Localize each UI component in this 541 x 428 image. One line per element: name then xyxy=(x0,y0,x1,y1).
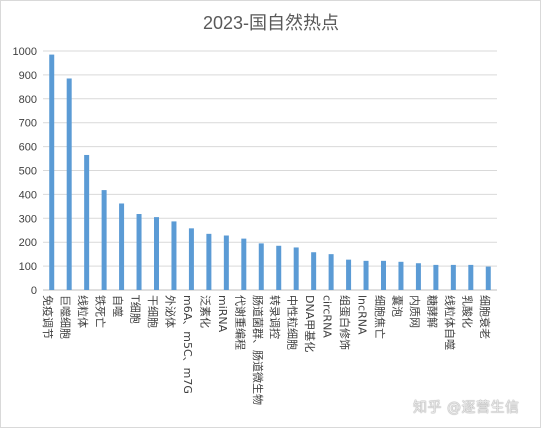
x-tick-label: 铁死亡 xyxy=(94,295,108,328)
x-tick-label: 糖酵解 xyxy=(425,295,439,328)
x-tick-label: 代谢重编程 xyxy=(233,295,247,350)
chart-title: 2023-国自然热点 xyxy=(203,13,339,33)
x-tick-label: 组蛋白修饰 xyxy=(338,295,352,350)
bar xyxy=(328,254,334,290)
y-tick-label: 300 xyxy=(19,213,37,225)
x-tick-label: T细胞 xyxy=(129,294,142,324)
bar xyxy=(171,221,177,290)
bar xyxy=(363,260,369,290)
x-tick-label: 巨噬细胞 xyxy=(59,295,73,339)
x-tick-label: 细胞衰老 xyxy=(478,295,492,339)
x-tick-label: 转录调控 xyxy=(268,295,282,339)
bar xyxy=(450,264,456,290)
bar xyxy=(84,154,90,290)
x-tick-label: 线粒体 xyxy=(76,295,90,328)
bar xyxy=(485,266,491,290)
x-tick-label: 囊泡 xyxy=(390,295,404,317)
bar xyxy=(293,247,299,290)
bar xyxy=(206,233,212,290)
bar xyxy=(223,235,229,290)
x-tick-label: 泛素化 xyxy=(198,295,212,328)
x-axis-ticks: 免疫调节 巨噬细胞 线粒体 铁死亡 自噬 T细胞 干细胞 外泌体 m6A、m5C、m7G 泛素化 m… xyxy=(41,294,492,405)
y-tick-label: 600 xyxy=(19,142,37,154)
bar xyxy=(381,260,386,290)
bars xyxy=(49,54,491,291)
x-tick-label: 乳酸化 xyxy=(460,295,474,328)
bar xyxy=(398,261,404,290)
bar xyxy=(136,214,142,290)
bar xyxy=(346,259,352,290)
bar xyxy=(258,243,264,290)
y-tick-label: 200 xyxy=(19,237,37,249)
y-tick-label: 900 xyxy=(19,70,37,82)
x-tick-label: 免疫调节 xyxy=(41,295,55,339)
y-tick-label: 100 xyxy=(19,261,37,273)
x-tick-label: circRNA xyxy=(321,295,334,338)
bar xyxy=(66,78,72,290)
bar xyxy=(241,238,247,290)
bar xyxy=(468,264,474,290)
x-tick-label: 内质网 xyxy=(408,295,422,328)
bar xyxy=(276,245,282,290)
bar xyxy=(154,217,159,290)
gridlines xyxy=(43,50,497,291)
watermark: 知乎 @逐营生信 xyxy=(413,400,520,416)
y-tick-label: 1000 xyxy=(13,46,37,58)
x-tick-label: m6A、m5C、m7G xyxy=(181,295,194,394)
x-tick-label: 肠道菌群、肠道微生物 xyxy=(251,295,265,405)
bar xyxy=(188,228,194,290)
y-tick-label: 500 xyxy=(19,166,37,178)
x-tick-label: miRNA xyxy=(216,295,229,333)
x-tick-label: lncRNA xyxy=(356,295,369,335)
bar xyxy=(311,252,317,290)
bar xyxy=(101,190,107,290)
x-tick-label: 干细胞 xyxy=(146,295,159,328)
y-tick-label: 0 xyxy=(31,285,37,297)
x-tick-label: DNA甲基化 xyxy=(303,295,317,352)
bar xyxy=(415,263,421,290)
bar xyxy=(119,203,125,290)
x-tick-label: 外泌体 xyxy=(163,295,177,328)
y-tick-label: 700 xyxy=(19,118,37,130)
bar xyxy=(49,54,55,291)
x-tick-label: 自噬 xyxy=(111,295,125,317)
x-tick-label: 细胞焦亡 xyxy=(373,295,387,339)
x-tick-label: 线粒体自噬 xyxy=(443,295,457,350)
y-tick-label: 800 xyxy=(19,94,37,106)
x-tick-label: 中性粒细胞 xyxy=(286,295,300,350)
y-tick-label: 400 xyxy=(19,189,37,201)
y-axis-ticks: 0 100 200 300 400 500 600 700 800 900 1000 xyxy=(13,46,37,297)
bar xyxy=(433,264,439,290)
